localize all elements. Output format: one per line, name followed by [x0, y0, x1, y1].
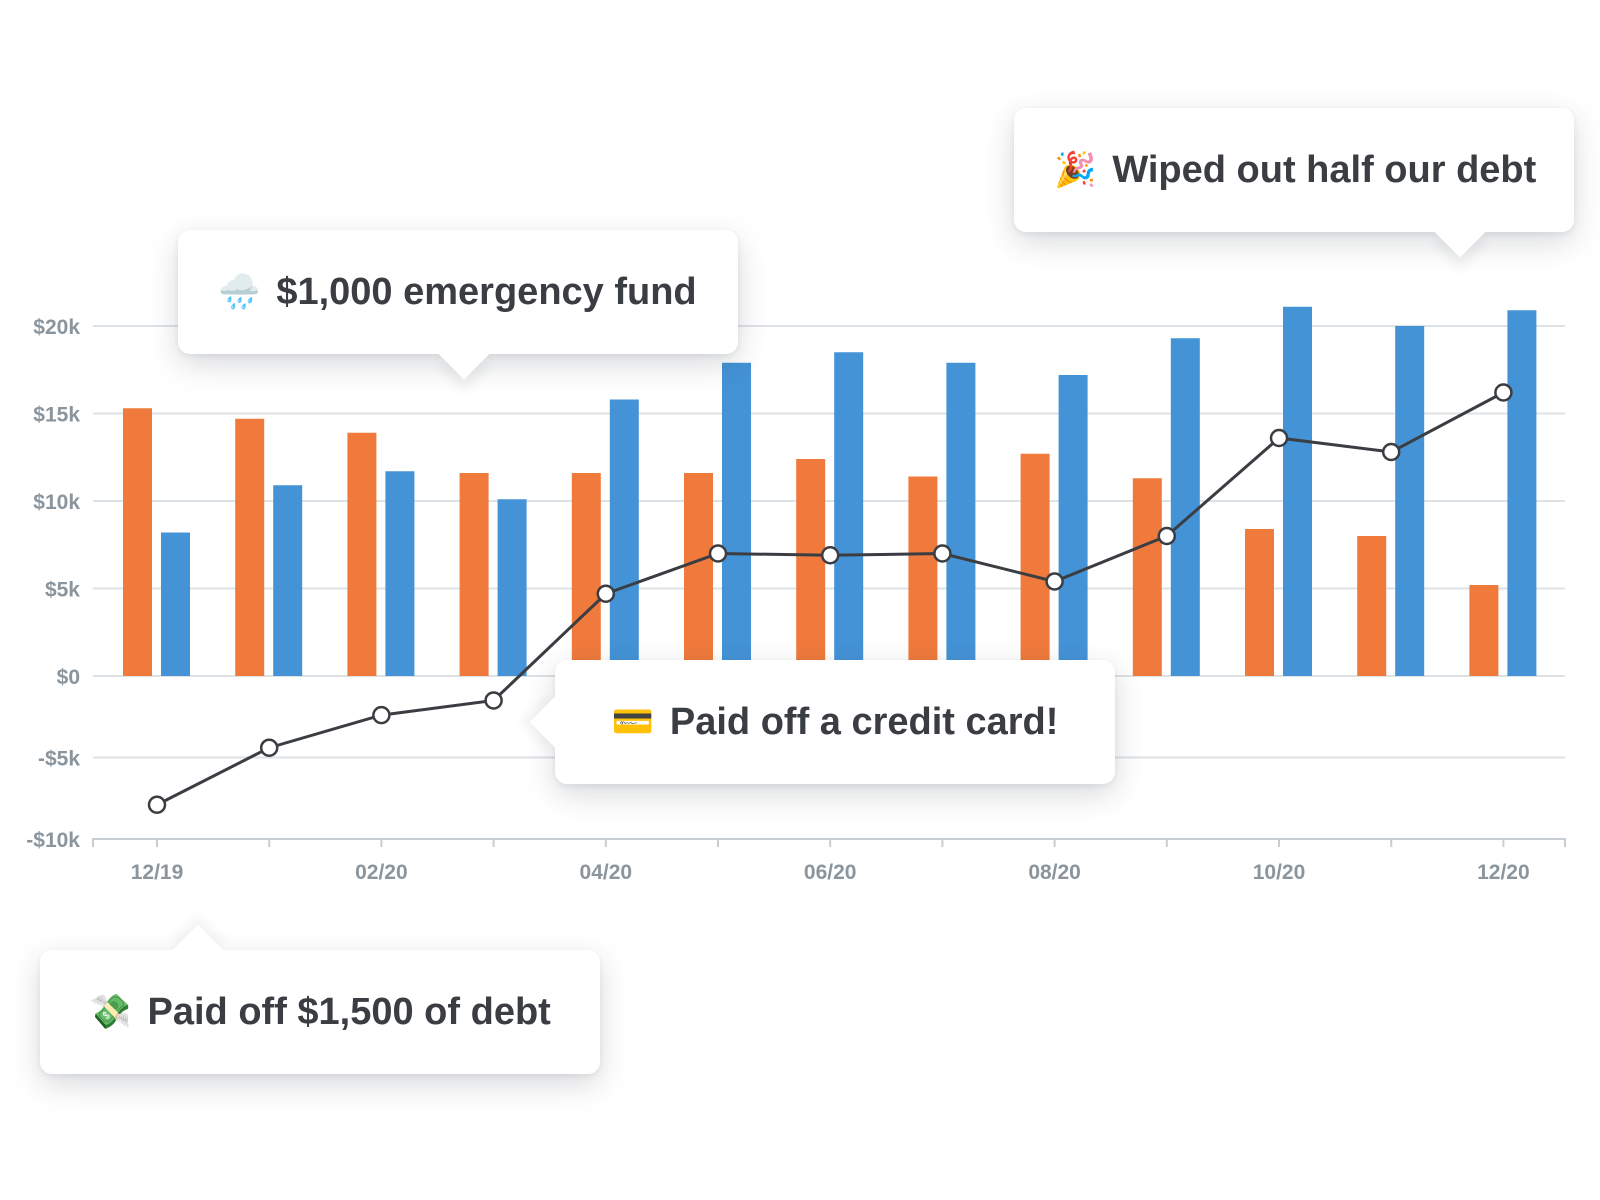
- x-axis: 12/19 02/20 04/20 06/20 08/20 10/20 12/20: [92, 838, 1566, 884]
- y-axis-labels: $20k $15k $10k $5k $0 -$5k -$10k: [26, 316, 80, 852]
- line-point: [820, 546, 840, 565]
- y-tick-label: $5k: [45, 579, 80, 602]
- bar-blue: [385, 471, 415, 676]
- bars: [123, 306, 1537, 676]
- bar-blue: [1170, 338, 1200, 676]
- y-tick-label: -$10k: [26, 829, 80, 852]
- bar-blue: [1395, 326, 1425, 676]
- money-with-wings-icon: 💸: [89, 993, 132, 1031]
- bar-orange: [1469, 585, 1499, 676]
- bar-orange: [459, 473, 489, 676]
- bar-blue: [273, 485, 303, 676]
- bar-orange: [908, 476, 938, 676]
- bar-blue: [1058, 375, 1088, 676]
- party-popper-icon: 🎉: [1054, 151, 1097, 189]
- line-point: [1269, 428, 1289, 448]
- bar-orange: [1020, 453, 1050, 676]
- line-point: [708, 544, 728, 563]
- bar-orange: [235, 418, 265, 676]
- net-worth-line: [147, 383, 1513, 815]
- bar-blue: [946, 362, 976, 676]
- bar-blue: [1283, 306, 1312, 676]
- line-point: [1381, 442, 1401, 462]
- x-tick-label: 02/20: [355, 861, 408, 884]
- x-tick-label: 08/20: [1028, 861, 1081, 884]
- bar-orange: [1245, 529, 1274, 676]
- bar-blue: [161, 532, 190, 676]
- bar-blue: [609, 399, 639, 676]
- y-tick-label: -$5k: [38, 748, 80, 771]
- bar-orange: [347, 432, 377, 676]
- line-point: [259, 738, 279, 757]
- annotation-text: $1,000 emergency fund: [276, 270, 697, 313]
- bar-blue: [834, 352, 864, 676]
- rain-cloud-icon: 🌧️: [218, 273, 261, 311]
- bar-blue: [1507, 310, 1537, 676]
- y-tick-label: $15k: [33, 404, 80, 427]
- x-tick-label: 12/19: [131, 861, 184, 884]
- line-point: [484, 691, 503, 710]
- y-tick-label: $20k: [33, 316, 80, 339]
- credit-card-icon: 💳: [611, 703, 654, 741]
- bar-blue: [722, 362, 751, 676]
- bar-orange: [684, 473, 713, 676]
- line-point: [1494, 383, 1513, 402]
- bar-blue: [497, 499, 527, 676]
- line-point: [1045, 572, 1064, 591]
- annotation-text: Paid off $1,500 of debt: [147, 990, 551, 1033]
- annotation-text: Paid off a credit card!: [669, 700, 1059, 743]
- x-tick-label: 12/20: [1477, 861, 1530, 884]
- line-point: [147, 795, 167, 815]
- bar-orange: [796, 459, 826, 676]
- bar-orange: [571, 473, 601, 676]
- line-point: [1157, 526, 1177, 546]
- annotation-paid-debt: 💸 Paid off $1,500 of debt: [40, 950, 600, 1074]
- annotation-wiped-out-debt: 🎉 Wiped out half our debt: [1014, 108, 1574, 232]
- y-tick-label: $0: [57, 666, 80, 689]
- annotation-text: Wiped out half our debt: [1112, 148, 1537, 191]
- y-tick-label: $10k: [33, 491, 80, 514]
- x-tick-label: 10/20: [1253, 861, 1306, 884]
- bar-orange: [1357, 536, 1387, 676]
- bar-orange: [123, 408, 152, 676]
- x-tick-label: 06/20: [804, 861, 857, 884]
- x-tick-label: 04/20: [580, 861, 633, 884]
- line-point: [372, 705, 391, 725]
- bar-orange: [1132, 478, 1162, 676]
- line-point: [596, 584, 616, 603]
- annotation-emergency-fund: 🌧️ $1,000 emergency fund: [178, 230, 738, 354]
- line-point: [933, 544, 952, 563]
- annotation-credit-card: 💳 Paid off a credit card!: [555, 660, 1115, 784]
